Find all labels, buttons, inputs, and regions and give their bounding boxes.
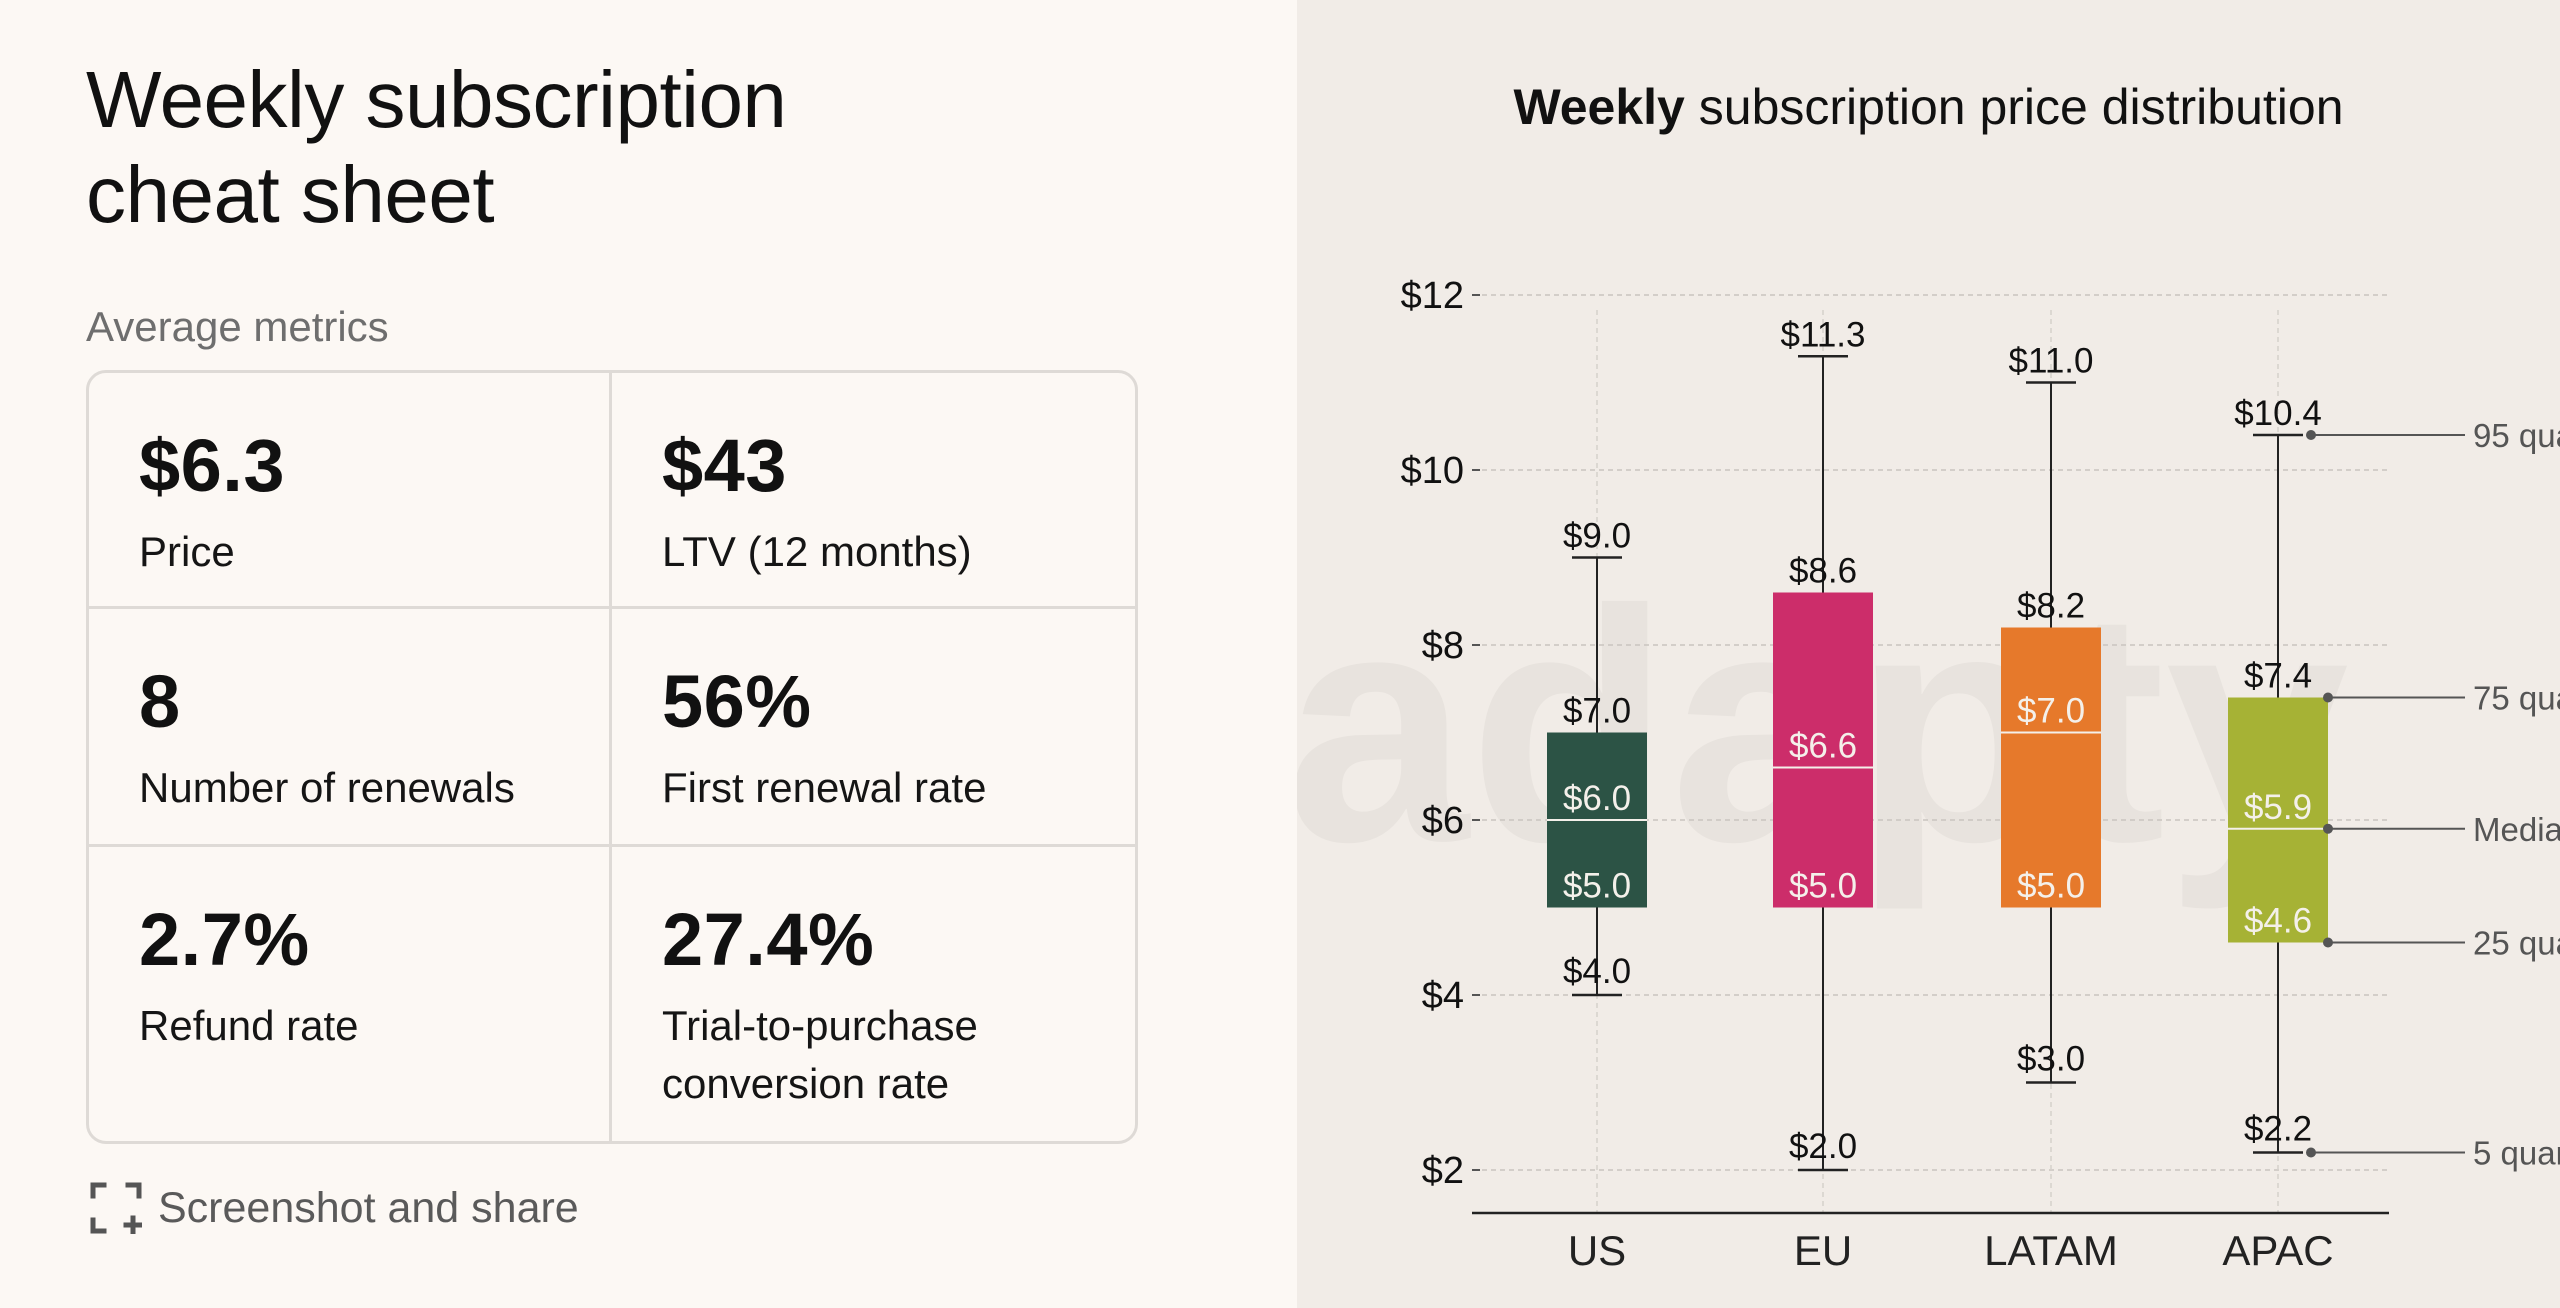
label-q05-eu: $2.0 xyxy=(1789,1127,1857,1166)
annotation-q95: 95 quantile xyxy=(2473,417,2560,454)
box-plot-chart: adapty$2$4$6$8$10$12$9.0$7.0$6.0$5.0$4.0… xyxy=(1297,275,2560,1274)
label-q95-eu: $11.3 xyxy=(1781,315,1866,354)
metric-value: $43 xyxy=(662,424,787,507)
metric-value: 8 xyxy=(139,660,181,743)
metric-first-renewal-rate: 56% First renewal rate xyxy=(612,609,1135,847)
label-q95-us: $9.0 xyxy=(1563,517,1631,556)
chart-title-rest: subscription price distribution xyxy=(1684,79,2344,135)
metrics-card: $6.3 Price $43 LTV (12 months) 8 Number … xyxy=(86,370,1138,1144)
metric-trial-conversion: 27.4% Trial-to-purchase conversion rate xyxy=(612,847,1135,1141)
box-latam xyxy=(2001,627,2101,908)
metric-value: 2.7% xyxy=(139,898,310,981)
chart-title: Weekly subscription price distribution xyxy=(1297,78,2560,136)
label-q75-us: $7.0 xyxy=(1563,692,1631,731)
metric-label: Price xyxy=(139,528,235,575)
screenshot-icon xyxy=(90,1182,142,1234)
label-median-apac: $5.9 xyxy=(2244,788,2312,827)
label-q25-us: $5.0 xyxy=(1563,867,1631,906)
page-title: Weekly subscription cheat sheet xyxy=(86,52,986,242)
annotation-q75: 75 quantile xyxy=(2473,680,2560,717)
annotation-median: Median xyxy=(2473,811,2560,848)
metric-value: 27.4% xyxy=(662,898,875,981)
label-median-latam: $7.0 xyxy=(2017,692,2085,731)
metric-value: 56% xyxy=(662,660,812,743)
metric-label: Number of renewals xyxy=(139,764,515,811)
annotation-q05: 5 quantile xyxy=(2473,1135,2560,1172)
label-q95-apac: $10.4 xyxy=(2234,394,2322,433)
chart-title-bold: Weekly xyxy=(1513,79,1685,135)
label-q75-latam: $8.2 xyxy=(2017,587,2085,626)
box-apac xyxy=(2228,697,2328,943)
chart-panel: Weekly subscription price distribution a… xyxy=(1297,0,2560,1308)
metric-value: $6.3 xyxy=(139,424,286,507)
page-title-line-2: cheat sheet xyxy=(86,150,495,239)
label-q25-apac: $4.6 xyxy=(2244,902,2312,941)
metric-ltv: $43 LTV (12 months) xyxy=(612,373,1135,609)
label-median-eu: $6.6 xyxy=(1789,727,1857,766)
screenshot-share-button[interactable]: Screenshot and share xyxy=(90,1182,579,1234)
label-q25-latam: $5.0 xyxy=(2017,867,2085,906)
metric-label: LTV (12 months) xyxy=(662,528,972,575)
y-tick-label: $2 xyxy=(1422,1150,1464,1192)
metric-label: Refund rate xyxy=(139,1002,359,1049)
label-q95-latam: $11.0 xyxy=(2009,342,2094,381)
label-q75-eu: $8.6 xyxy=(1789,552,1857,591)
y-tick-label: $4 xyxy=(1422,975,1464,1017)
x-tick-label-eu: EU xyxy=(1794,1227,1852,1274)
box-eu xyxy=(1773,592,1873,908)
share-label: Screenshot and share xyxy=(158,1183,579,1232)
label-q75-apac: $7.4 xyxy=(2244,657,2312,696)
metric-renewals: 8 Number of renewals xyxy=(89,609,612,847)
label-q05-latam: $3.0 xyxy=(2017,1040,2085,1079)
x-tick-label-latam: LATAM xyxy=(1984,1227,2118,1274)
label-q25-eu: $5.0 xyxy=(1789,867,1857,906)
metric-label: Trial-to-purchase conversion rate xyxy=(662,1002,978,1107)
label-q05-apac: $2.2 xyxy=(2244,1110,2312,1149)
section-label: Average metrics xyxy=(86,303,389,350)
x-tick-label-us: US xyxy=(1568,1227,1626,1274)
y-tick-label: $12 xyxy=(1401,275,1464,317)
left-panel: Weekly subscription cheat sheet Average … xyxy=(86,52,1138,1234)
annotation-q25: 25 quantile xyxy=(2473,925,2560,962)
y-tick-label: $8 xyxy=(1422,625,1464,667)
metric-refund-rate: 2.7% Refund rate xyxy=(89,847,612,1141)
label-q05-us: $4.0 xyxy=(1563,952,1631,991)
y-tick-label: $10 xyxy=(1401,450,1464,492)
page-title-line-1: Weekly subscription xyxy=(86,55,787,144)
y-tick-label: $6 xyxy=(1422,800,1464,842)
label-median-us: $6.0 xyxy=(1563,779,1631,818)
metric-price: $6.3 Price xyxy=(89,373,612,609)
x-tick-label-apac: APAC xyxy=(2222,1227,2333,1274)
metric-label: First renewal rate xyxy=(662,764,987,811)
